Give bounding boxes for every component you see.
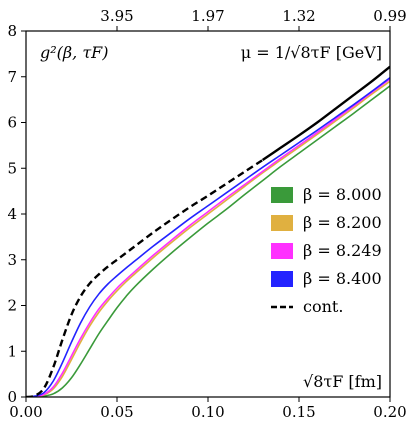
series-line-cont-dashed bbox=[26, 159, 264, 397]
y-tick-label: 5 bbox=[7, 159, 17, 177]
x-axis-label: √8τF [fm] bbox=[303, 372, 382, 391]
x-tick-label: 0.15 bbox=[282, 403, 315, 421]
legend-label: cont. bbox=[303, 297, 343, 316]
top-tick-label: 1.32 bbox=[282, 7, 315, 25]
top-left-label: g²(β, τF) bbox=[40, 43, 109, 62]
legend: β = 8.000 β = 8.200 β = 8.249 β = 8.400 cont… bbox=[271, 185, 382, 316]
legend-label: β = 8.400 bbox=[303, 269, 382, 288]
legend-label: β = 8.000 bbox=[303, 185, 382, 204]
y-tick-label: 8 bbox=[7, 22, 17, 40]
top-tick-label: 3.95 bbox=[100, 7, 133, 25]
series-line-3 bbox=[26, 77, 390, 397]
y-tick-label: 0 bbox=[7, 388, 17, 406]
y-tick-label: 6 bbox=[7, 114, 17, 132]
y-tick-label: 2 bbox=[7, 297, 17, 315]
legend-swatch bbox=[271, 215, 293, 231]
y-tick-label: 4 bbox=[7, 205, 17, 223]
x-tick-label: 0.00 bbox=[9, 403, 42, 421]
top-tick-label: 1.97 bbox=[191, 7, 224, 25]
top-tick-label: 0.99 bbox=[373, 7, 406, 25]
series-line-2 bbox=[26, 78, 390, 397]
legend-swatch bbox=[271, 243, 293, 259]
series-line-0 bbox=[26, 85, 390, 397]
legend-swatch bbox=[271, 271, 293, 287]
y-tick-label: 3 bbox=[7, 251, 17, 269]
series-line-cont-solid bbox=[261, 65, 390, 162]
y-tick-label: 7 bbox=[7, 68, 17, 86]
x-tick-label: 0.05 bbox=[100, 403, 133, 421]
x-tick-label: 0.10 bbox=[191, 403, 224, 421]
legend-label: β = 8.200 bbox=[303, 213, 382, 232]
legend-swatch bbox=[271, 187, 293, 203]
series-line-1 bbox=[26, 80, 390, 397]
top-right-label: μ = 1/√8τF [GeV] bbox=[241, 43, 382, 62]
y-tick-label: 1 bbox=[7, 342, 17, 360]
legend-label: β = 8.249 bbox=[303, 241, 382, 260]
x-tick-label: 0.20 bbox=[373, 403, 406, 421]
